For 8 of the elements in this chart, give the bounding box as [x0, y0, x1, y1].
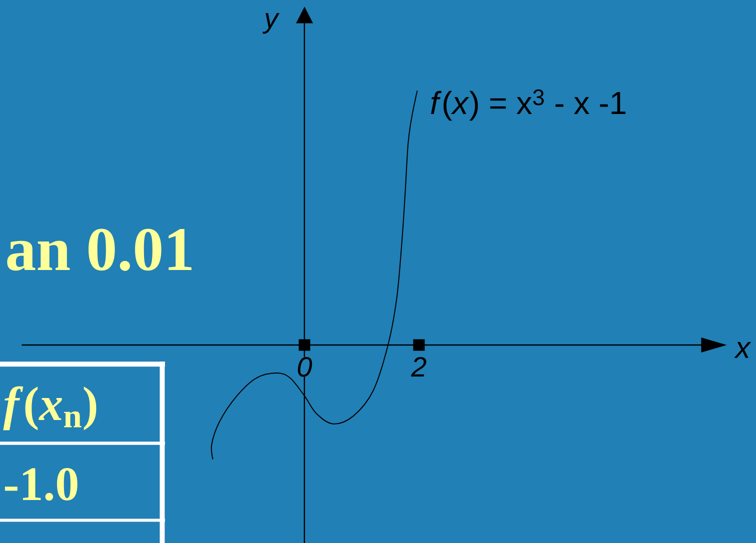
x-axis-title: x [734, 342, 752, 358]
annotation: f(x$_{n}$) [3, 386, 96, 430]
annotation: an 0.01 [7, 228, 192, 271]
x-tick-label: 0 [298, 356, 312, 377]
series-label: f(x) = x$^{3}$ - x -1 [431, 89, 626, 121]
y-axis-title: y [262, 13, 280, 34]
x-tick-label: 2 [410, 356, 426, 376]
text: -1.0 [4, 468, 78, 501]
